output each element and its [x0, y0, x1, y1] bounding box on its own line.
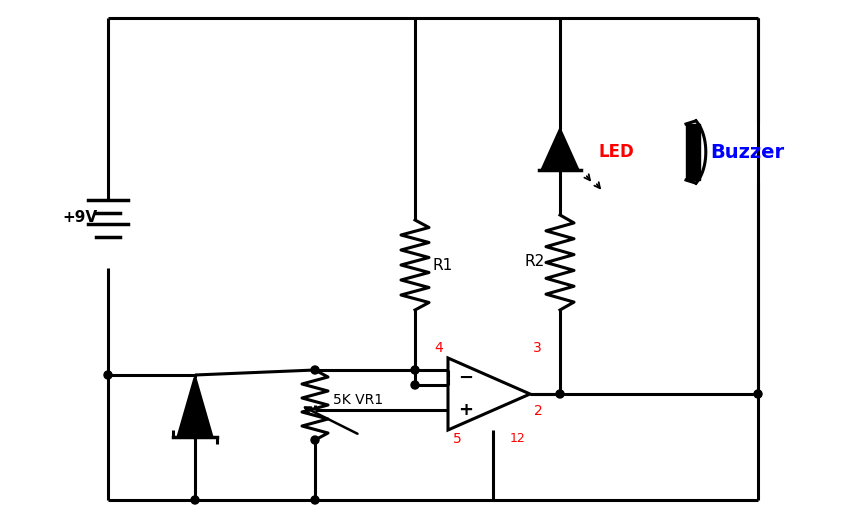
- Circle shape: [311, 366, 319, 374]
- Circle shape: [754, 390, 762, 398]
- Text: 5: 5: [453, 432, 462, 446]
- Text: +9V: +9V: [63, 210, 98, 226]
- Text: R2: R2: [525, 255, 546, 269]
- Text: LED: LED: [598, 143, 634, 161]
- Circle shape: [104, 371, 112, 379]
- Polygon shape: [542, 130, 578, 170]
- Circle shape: [311, 436, 319, 444]
- Circle shape: [556, 390, 564, 398]
- Text: 12: 12: [510, 432, 526, 445]
- Circle shape: [311, 496, 319, 504]
- Circle shape: [191, 496, 199, 504]
- Text: 4: 4: [434, 341, 443, 355]
- Text: 3: 3: [533, 341, 542, 355]
- Text: −: −: [458, 369, 473, 387]
- Polygon shape: [178, 378, 212, 437]
- Text: R1: R1: [433, 257, 453, 272]
- Circle shape: [411, 366, 419, 374]
- Text: 5K VR1: 5K VR1: [333, 393, 383, 407]
- Circle shape: [411, 381, 419, 389]
- Text: 2: 2: [534, 404, 543, 418]
- Text: +: +: [458, 401, 473, 419]
- Bar: [686, 124, 700, 180]
- Text: Buzzer: Buzzer: [710, 143, 784, 161]
